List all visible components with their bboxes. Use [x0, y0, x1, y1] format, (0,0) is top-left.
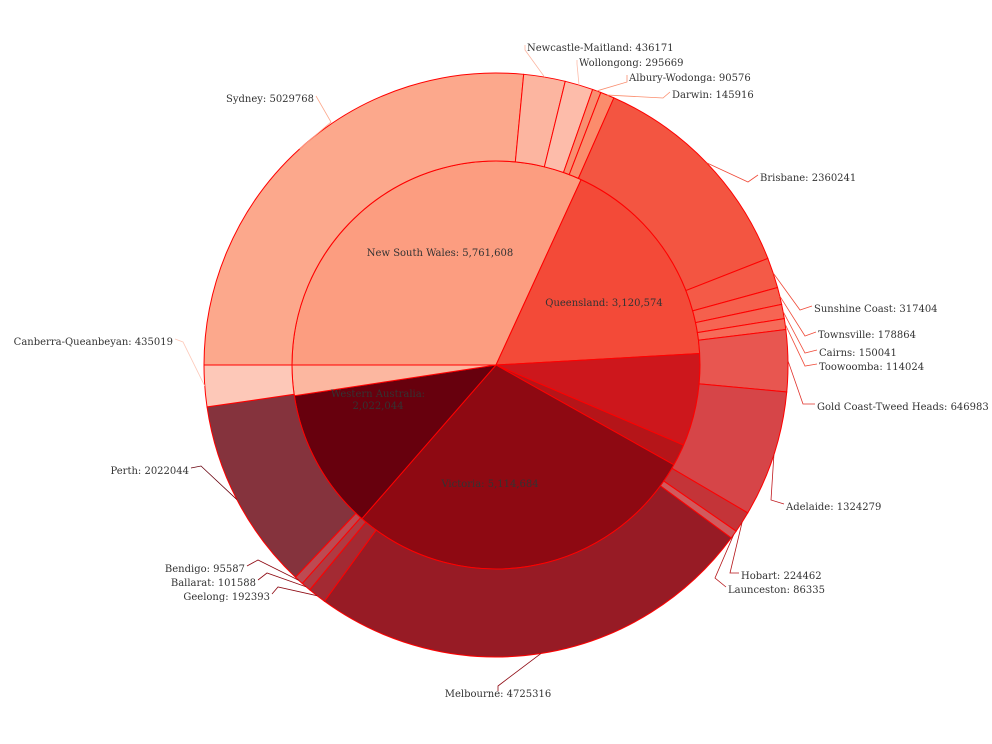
outer-label-adelaide: Adelaide: 1324279	[785, 502, 881, 513]
leader-line-brisbane	[706, 162, 759, 183]
outer-label-brisbane: Brisbane: 2360241	[760, 173, 856, 184]
outer-wedge-gold-coast-tweed-heads[interactable]	[697, 328, 789, 393]
leader-line-canberra-queanbeyan	[174, 338, 206, 387]
inner-labels: New South Wales: 5,761,608 Queensland: 3,…	[331, 248, 663, 490]
outer-labels: Sydney: 5029768 Newcastle-Maitland: 43617…	[14, 43, 989, 700]
outer-label-cairns: Cairns: 150041	[819, 348, 897, 359]
leader-line-bendigo	[246, 559, 300, 581]
leader-line-newcastle-maitland	[524, 45, 545, 78]
outer-label-ballarat: Ballarat: 101588	[171, 578, 256, 589]
leader-line-hobart	[729, 522, 743, 574]
outer-label-newcastle-maitland: Newcastle-Maitland: 436171	[527, 43, 674, 54]
leader-line-sunshine-coast	[772, 272, 813, 311]
outer-label-hobart: Hobart: 224462	[741, 571, 822, 582]
outer-wedge-melbourne[interactable]	[323, 485, 732, 658]
leader-line-wollongong	[576, 60, 580, 86]
outer-wedge-canberra-queanbeyan[interactable]	[203, 364, 295, 408]
outer-label-bendigo: Bendigo: 95587	[165, 564, 245, 575]
leader-line-toowoomba	[784, 323, 818, 367]
outer-label-canberra-queanbeyan: Canberra-Queanbeyan: 435019	[14, 337, 173, 348]
outer-wedge-sydney[interactable]	[203, 72, 525, 366]
outer-label-perth: Perth: 2022044	[110, 466, 189, 477]
leader-line-launceston	[714, 534, 735, 588]
outer-label-toowoomba: Toowoomba: 114024	[819, 362, 924, 373]
outer-label-albury-wodonga: Albury-Wodonga: 90576	[628, 73, 751, 84]
inner-label-new-south-wales: New South Wales: 5,761,608	[367, 248, 513, 259]
leader-line-sydney	[299, 95, 332, 150]
outer-label-townsville: Townsville: 178864	[818, 330, 916, 341]
leader-line-gold-coast-tweed-heads	[787, 360, 815, 405]
leader-line-townsville	[779, 295, 817, 337]
outer-label-launceston: Launceston: 86335	[728, 585, 825, 596]
leader-line-cairns	[782, 311, 818, 354]
outer-ring	[203, 72, 789, 658]
inner-label-victoria: Victoria: 5,114,684	[440, 479, 538, 490]
leader-line-perth	[190, 465, 238, 500]
leader-line-adelaide	[770, 454, 785, 505]
outer-label-gold-coast-tweed-heads: Gold Coast-Tweed Heads: 646983	[817, 402, 989, 413]
leader-line-melbourne	[497, 653, 542, 691]
leader-line-darwin	[607, 91, 671, 99]
leader-line-ballarat	[257, 572, 307, 588]
outer-label-sydney: Sydney: 5029768	[226, 94, 314, 105]
outer-label-geelong: Geelong: 192393	[183, 592, 270, 603]
leader-lines	[174, 45, 818, 691]
outer-label-melbourne: Melbourne: 4725316	[445, 689, 551, 700]
outer-label-sunshine-coast: Sunshine Coast: 317404	[814, 304, 938, 315]
inner-ring	[291, 160, 701, 570]
inner-label-queensland: Queensland: 3,120,574	[545, 298, 663, 309]
outer-label-darwin: Darwin: 145916	[672, 90, 754, 101]
leader-line-albury-wodonga	[596, 75, 628, 92]
leader-line-geelong	[271, 586, 318, 597]
outer-label-wollongong: Wollongong: 295669	[579, 58, 683, 69]
inner-label-western-australia: Western Australia: 2,022,044	[331, 389, 425, 412]
